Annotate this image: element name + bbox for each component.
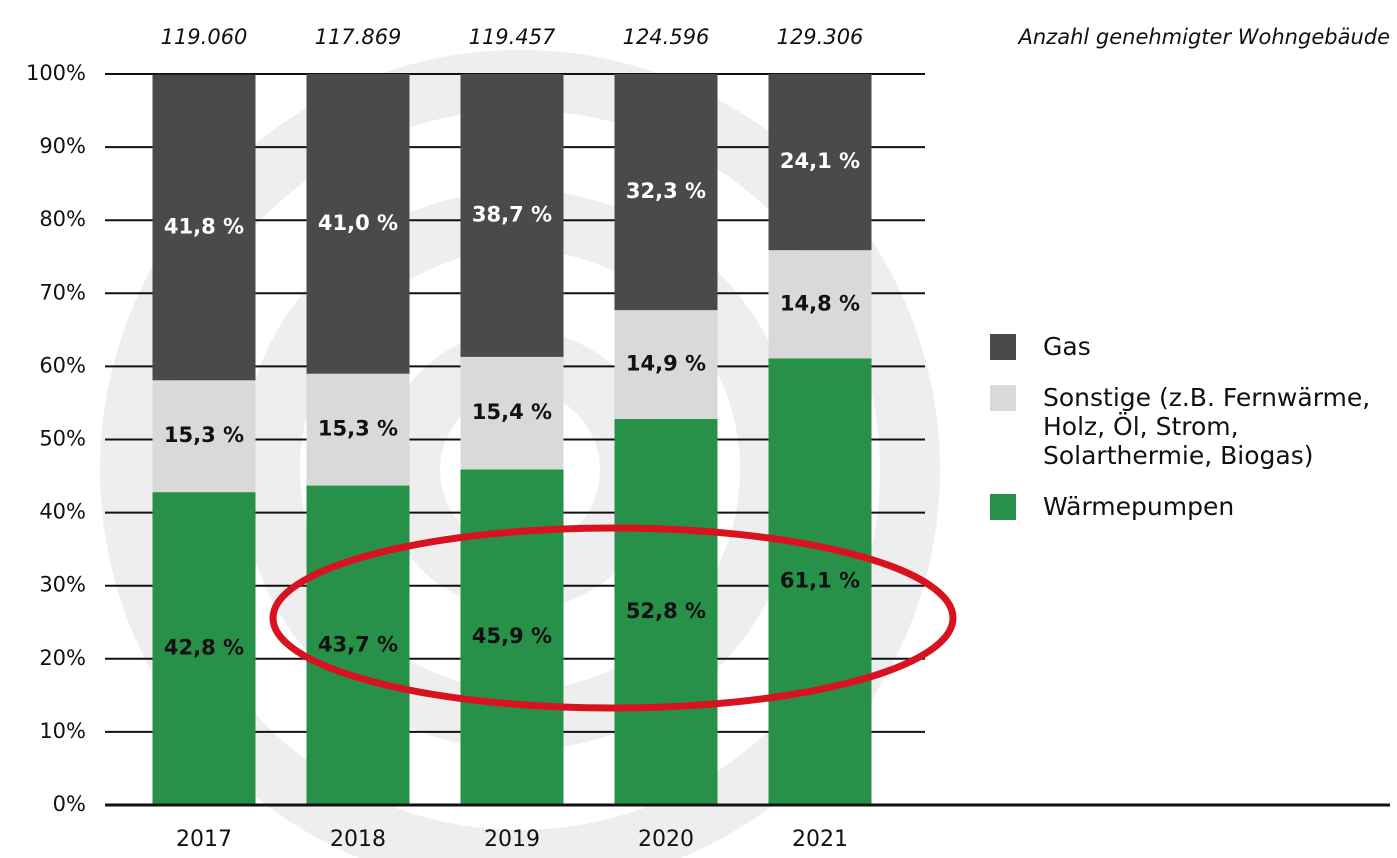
legend-item: Sonstige (z.B. Fernwärme, Holz, Öl, Stro… bbox=[990, 383, 1390, 470]
value-label: 15,4 % bbox=[472, 400, 552, 424]
x-tick-label: 2020 bbox=[638, 827, 694, 852]
value-label: 61,1 % bbox=[780, 569, 860, 593]
value-label: 14,8 % bbox=[780, 291, 860, 315]
y-tick-label: 20% bbox=[39, 646, 86, 670]
legend-label: Sonstige (z.B. Fernwärme, Holz, Öl, Stro… bbox=[1043, 383, 1371, 470]
y-tick-label: 60% bbox=[39, 353, 86, 377]
x-tick-label: 2018 bbox=[330, 827, 386, 852]
highlight-ellipse bbox=[269, 524, 957, 712]
bar-segment bbox=[768, 250, 872, 359]
legend-label: Wärmepumpen bbox=[1043, 492, 1235, 521]
bar-segment bbox=[614, 310, 718, 420]
bar-segment bbox=[152, 492, 256, 805]
value-label: 41,8 % bbox=[164, 215, 244, 239]
bar-segment bbox=[306, 485, 410, 805]
value-label: 32,3 % bbox=[626, 179, 706, 203]
value-label: 45,9 % bbox=[472, 624, 552, 648]
y-tick-label: 0% bbox=[53, 792, 86, 816]
legend: Gas Sonstige (z.B. Fernwärme, Holz, Öl, S… bbox=[990, 332, 1390, 543]
bar-segment bbox=[152, 380, 256, 493]
bar-segment bbox=[460, 356, 564, 470]
value-label: 15,3 % bbox=[164, 423, 244, 447]
x-tick-label: 2021 bbox=[792, 827, 848, 852]
value-label: 14,9 % bbox=[626, 352, 706, 376]
y-tick-label: 50% bbox=[39, 427, 86, 451]
bar-segment bbox=[152, 74, 256, 381]
total-label: 117.869 bbox=[315, 25, 402, 49]
total-label: 124.596 bbox=[623, 25, 710, 49]
legend-item: Wärmepumpen bbox=[990, 492, 1390, 521]
total-label: 119.060 bbox=[161, 25, 248, 49]
legend-swatch bbox=[990, 494, 1016, 520]
bar-segment bbox=[460, 74, 564, 357]
y-tick-label: 70% bbox=[39, 280, 86, 304]
bar-segment bbox=[768, 74, 872, 251]
value-label: 52,8 % bbox=[626, 599, 706, 623]
y-tick-label: 40% bbox=[39, 500, 86, 524]
x-tick-label: 2017 bbox=[176, 827, 232, 852]
value-label: 15,3 % bbox=[318, 417, 398, 441]
bar-segment bbox=[614, 419, 718, 805]
bar-segment bbox=[306, 74, 410, 374]
value-label: 24,1 % bbox=[780, 149, 860, 173]
value-label: 38,7 % bbox=[472, 202, 552, 226]
y-tick-label: 100% bbox=[26, 61, 86, 85]
bar-segment bbox=[614, 74, 718, 311]
bar-segment bbox=[306, 373, 410, 486]
value-label: 41,0 % bbox=[318, 211, 398, 235]
legend-item: Gas bbox=[990, 332, 1390, 361]
legend-label: Gas bbox=[1043, 332, 1091, 361]
total-label: 119.457 bbox=[469, 25, 556, 49]
y-tick-label: 90% bbox=[39, 134, 86, 158]
total-label: 129.306 bbox=[777, 25, 864, 49]
value-label: 42,8 % bbox=[164, 636, 244, 660]
y-tick-label: 80% bbox=[39, 207, 86, 231]
y-tick-label: 30% bbox=[39, 573, 86, 597]
legend-swatch bbox=[990, 385, 1016, 411]
value-label: 43,7 % bbox=[318, 632, 398, 656]
bar-segment bbox=[460, 469, 564, 805]
y-tick-label: 10% bbox=[39, 719, 86, 743]
x-tick-label: 2019 bbox=[484, 827, 540, 852]
bar-segment bbox=[768, 358, 872, 805]
totals-label: Anzahl genehmigter Wohngebäude bbox=[1017, 25, 1391, 49]
legend-swatch bbox=[990, 334, 1016, 360]
